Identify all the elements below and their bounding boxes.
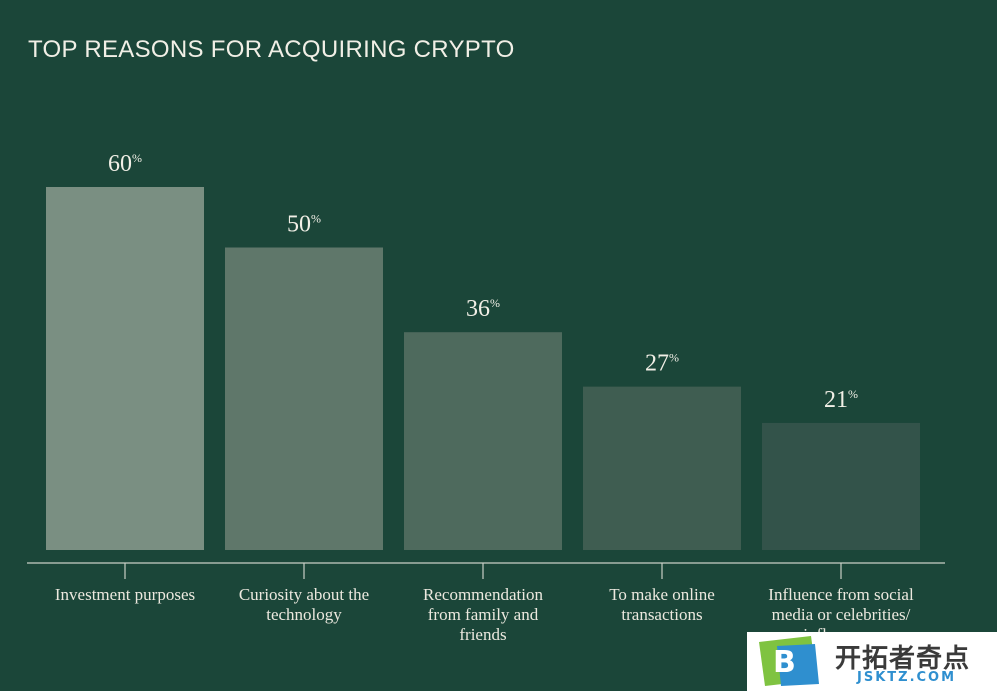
x-ticks-group bbox=[124, 563, 842, 579]
category-label-1: Investment purposes bbox=[55, 585, 195, 604]
bars-group bbox=[46, 187, 920, 550]
value-labels-group: 60% 50% 36% 27% 21% bbox=[108, 151, 858, 413]
category-label-3: Recommendation from family and friends bbox=[423, 585, 543, 644]
bar-value-label-3: 36% bbox=[466, 296, 500, 322]
bar-4 bbox=[583, 386, 741, 550]
category-label-5: Influence from social media or celebritie… bbox=[768, 585, 914, 644]
chart-title: TOP REASONS FOR ACQUIRING CRYPTO bbox=[28, 36, 515, 63]
category-label-4: To make online transactions bbox=[609, 585, 715, 624]
brand-name: 开拓者奇点 bbox=[835, 644, 971, 674]
bar-5 bbox=[762, 422, 920, 550]
category-labels-group: Investment purposes Curiosity about the te… bbox=[55, 585, 914, 644]
bar-value-label-4: 27% bbox=[645, 351, 679, 377]
bar-value-label-2: 50% bbox=[287, 212, 321, 238]
brand-logo-icon: B bbox=[759, 636, 819, 686]
bar-value-label-5: 21% bbox=[824, 387, 858, 413]
logo-letter: B bbox=[773, 645, 796, 680]
bar-2 bbox=[225, 247, 383, 550]
bar-3 bbox=[404, 332, 562, 550]
bar-1 bbox=[46, 187, 204, 550]
brand-url: JSKTZ.COM bbox=[857, 670, 957, 685]
category-label-2: Curiosity about the technology bbox=[239, 585, 369, 624]
watermark: B 开拓者奇点 JSKTZ.COM bbox=[747, 632, 997, 691]
bar-value-label-1: 60% bbox=[108, 151, 142, 177]
